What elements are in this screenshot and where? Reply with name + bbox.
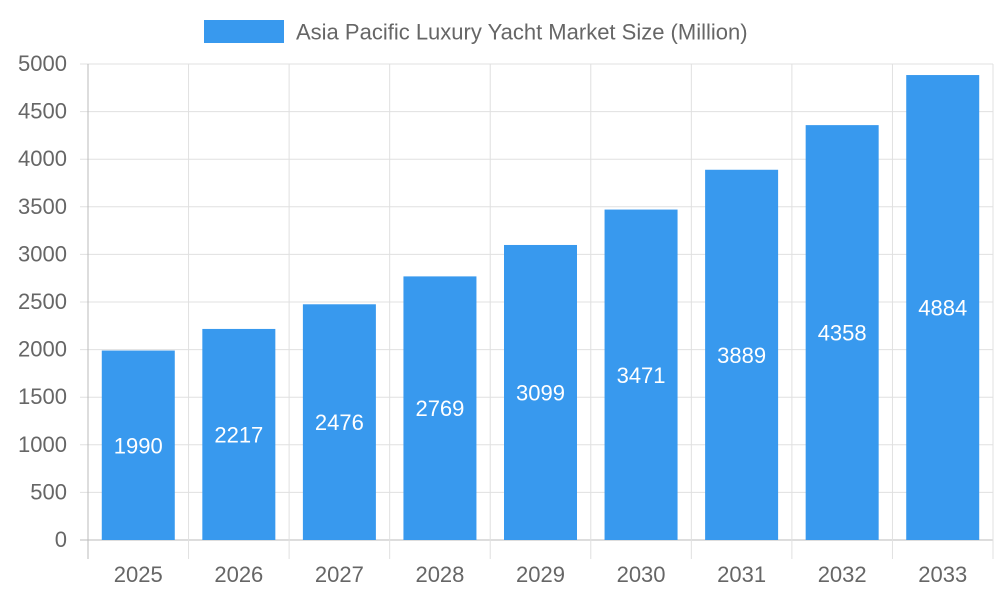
y-tick-label: 2500 [18, 289, 67, 314]
y-tick-label: 4000 [18, 146, 67, 171]
data-label: 2476 [315, 410, 364, 435]
bar [705, 169, 779, 540]
bar [805, 125, 879, 540]
x-tick-label: 2028 [415, 562, 464, 587]
legend-swatch [204, 20, 284, 43]
y-tick-label: 1000 [18, 432, 67, 457]
axes: 0 500 1000 1500 2000 2500 3000 3500 4000 4500 5000… [18, 51, 967, 587]
x-tick-label: 2033 [918, 562, 967, 587]
y-tick-label: 4500 [18, 99, 67, 124]
data-label: 2769 [415, 396, 464, 421]
y-tick-label: 3000 [18, 241, 67, 266]
y-tick-label: 5000 [18, 51, 67, 76]
x-tick-label: 2029 [516, 562, 565, 587]
data-label: 3889 [717, 343, 766, 368]
y-tick-label: 2000 [18, 337, 67, 362]
bar [604, 209, 678, 541]
data-label: 3471 [617, 363, 666, 388]
legend[interactable]: Asia Pacific Luxury Yacht Market Size (M… [204, 20, 748, 45]
y-tick-label: 1500 [18, 384, 67, 409]
x-tick-label: 2025 [114, 562, 163, 587]
bar [302, 304, 376, 540]
x-tick-label: 2026 [214, 562, 263, 587]
data-label: 1990 [114, 433, 163, 458]
bars: 1990 2217 2476 2769 3099 3471 3889 4358 4884 [101, 75, 980, 541]
bar [403, 276, 477, 540]
bar [906, 75, 980, 540]
legend-label: Asia Pacific Luxury Yacht Market Size (M… [296, 20, 748, 45]
x-tick-label: 2030 [617, 562, 666, 587]
x-tick-label: 2032 [818, 562, 867, 587]
y-tick-label: 500 [30, 479, 67, 504]
bar [101, 350, 175, 540]
y-tick-label: 0 [55, 527, 67, 552]
bar [202, 328, 276, 540]
x-tick-label: 2027 [315, 562, 364, 587]
data-label: 3099 [516, 380, 565, 405]
data-label: 4358 [818, 321, 867, 346]
data-label: 4884 [918, 296, 967, 321]
y-tick-label: 3500 [18, 194, 67, 219]
bar [504, 244, 577, 540]
data-label: 2217 [214, 422, 263, 447]
x-tick-label: 2031 [717, 562, 766, 587]
